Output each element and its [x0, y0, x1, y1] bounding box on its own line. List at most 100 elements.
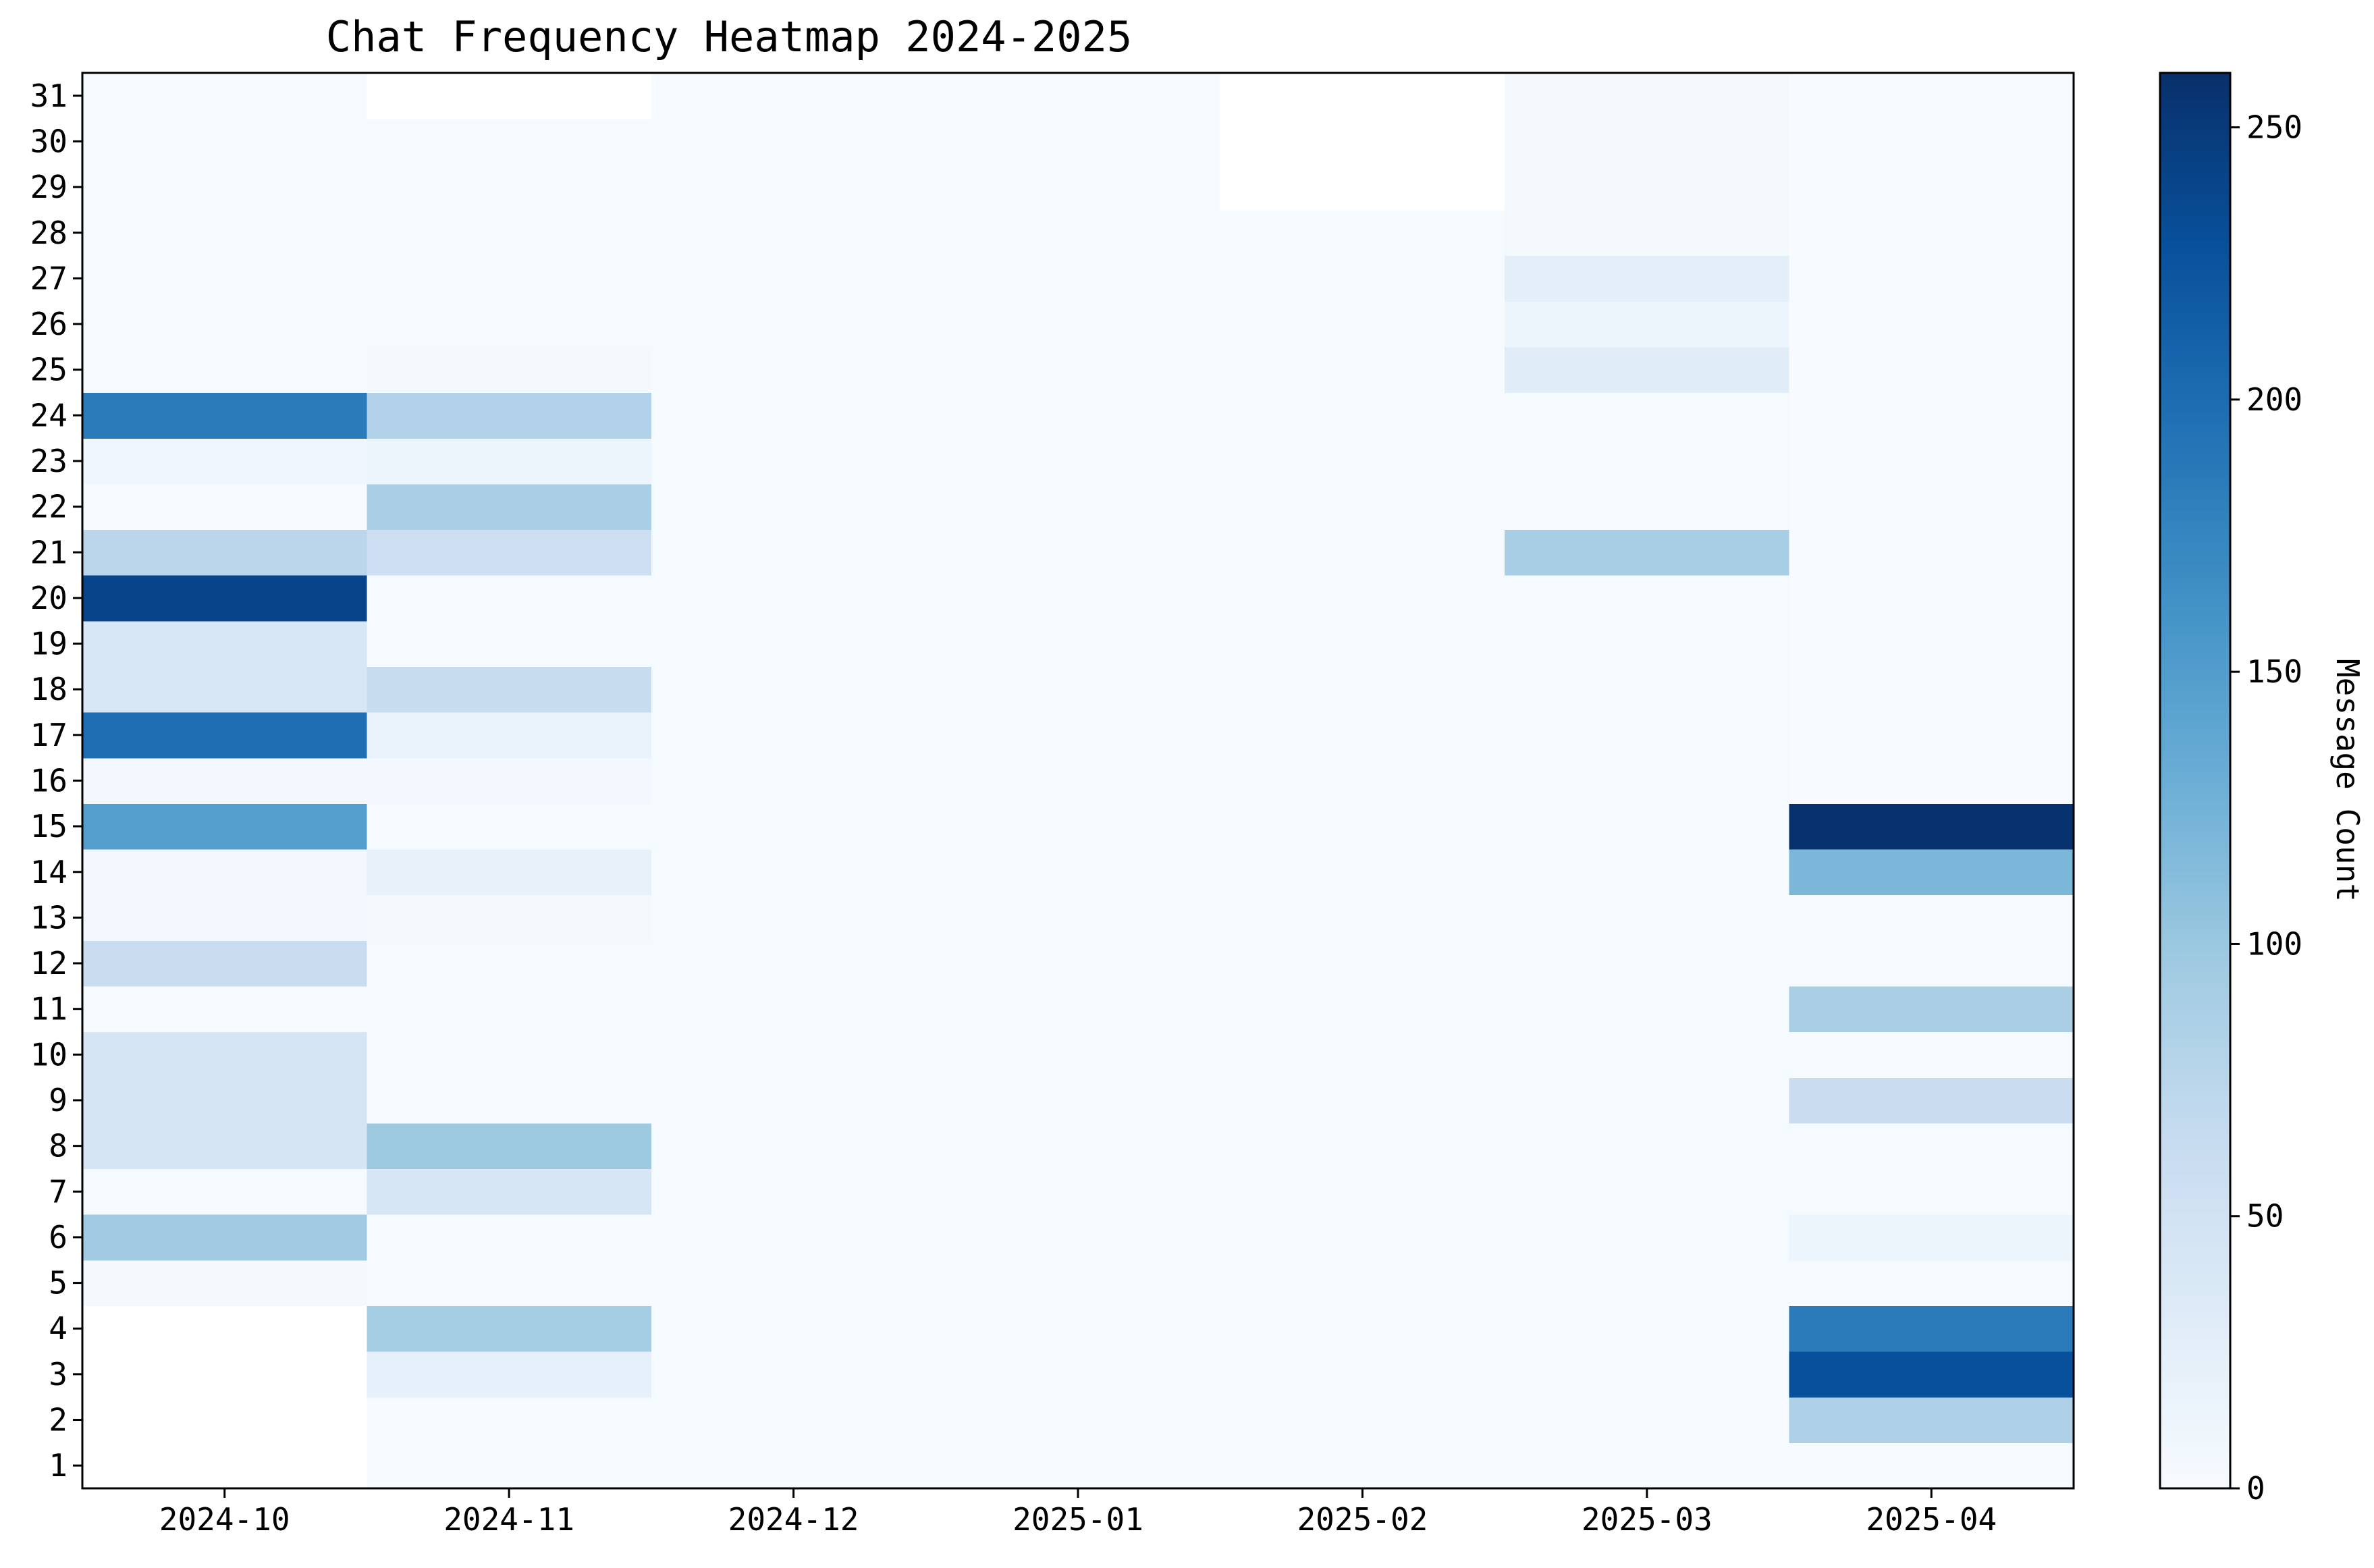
heatmap-cell: [82, 483, 368, 531]
heatmap-cell: [651, 985, 936, 1033]
heatmap-cell: [1505, 118, 1790, 165]
heatmap-cell: [936, 1031, 1221, 1078]
colorbar-tick-label: 0: [2246, 1470, 2265, 1507]
heatmap-cell: [1789, 438, 2074, 485]
colorbar-tick-label: 100: [2246, 925, 2302, 962]
heatmap-cell: [1220, 1397, 1505, 1443]
y-tick-label: 23: [30, 443, 68, 479]
heatmap-cell: [1505, 803, 1790, 850]
heatmap-cell: [651, 255, 936, 302]
y-tick-label: 20: [30, 580, 68, 616]
heatmap-cell: [367, 1351, 652, 1398]
heatmap-cells: [82, 73, 2074, 1489]
heatmap-cell: [367, 255, 652, 302]
heatmap-cell: [82, 392, 368, 439]
heatmap-cell: [367, 1031, 652, 1078]
heatmap-cell: [367, 209, 652, 256]
heatmap-cell: [367, 1442, 652, 1489]
colorbar-tick-label: 50: [2246, 1198, 2284, 1235]
heatmap-cell: [1789, 985, 2074, 1033]
heatmap-cell: [1220, 1351, 1505, 1398]
heatmap-cell: [82, 301, 368, 348]
heatmap-cell: [82, 894, 368, 941]
heatmap-cell: [82, 118, 368, 165]
heatmap-cell: [82, 1260, 368, 1307]
heatmap-cell: [1789, 483, 2074, 531]
colorbar-tick-label: 150: [2246, 653, 2302, 690]
y-tick-label: 27: [30, 260, 68, 296]
x-tick-label: 2024-10: [159, 1501, 290, 1538]
y-tick-label: 8: [49, 1128, 68, 1164]
heatmap-cell: [82, 1031, 368, 1078]
heatmap-cell: [367, 757, 652, 804]
heatmap-cell: [1220, 848, 1505, 896]
heatmap-cell: [367, 985, 652, 1033]
heatmap-cell: [82, 255, 368, 302]
heatmap-cell: [651, 894, 936, 941]
heatmap-cell: [1505, 666, 1790, 713]
colorbar-tick-label: 250: [2246, 109, 2302, 146]
heatmap-cell: [1220, 894, 1505, 941]
heatmap-cell: [1220, 164, 1505, 211]
y-tick-label: 18: [30, 671, 68, 707]
heatmap-cell: [936, 73, 1221, 119]
heatmap-cell: [651, 1214, 936, 1261]
heatmap-cell: [1789, 666, 2074, 713]
heatmap-cell: [1789, 894, 2074, 941]
heatmap-cell: [82, 848, 368, 896]
heatmap-cell: [367, 346, 652, 394]
heatmap-cell: [1220, 1168, 1505, 1215]
heatmap-cell: [1220, 1442, 1505, 1489]
y-tick-label: 16: [30, 763, 68, 799]
heatmap-cell: [1789, 346, 2074, 394]
heatmap-cell: [1505, 1351, 1790, 1398]
heatmap-cell: [1220, 940, 1505, 987]
heatmap-cell: [1220, 1077, 1505, 1124]
heatmap-cell: [1505, 1031, 1790, 1078]
heatmap-cell: [1505, 1442, 1790, 1489]
y-tick-label: 26: [30, 306, 68, 342]
heatmap-cell: [1220, 803, 1505, 850]
heatmap-cell: [367, 438, 652, 485]
heatmap-cell: [1220, 346, 1505, 394]
heatmap-cell: [1220, 757, 1505, 804]
heatmap-cell: [936, 940, 1221, 987]
heatmap-cell: [1505, 1168, 1790, 1215]
heatmap-cell: [1789, 620, 2074, 667]
heatmap-cell: [1505, 1214, 1790, 1261]
heatmap-cell: [367, 1260, 652, 1307]
x-tick-label: 2025-01: [1013, 1501, 1143, 1538]
heatmap-cell: [651, 848, 936, 896]
heatmap-cell: [82, 164, 368, 211]
heatmap-cell: [651, 575, 936, 622]
heatmap-cell: [651, 757, 936, 804]
heatmap-cell: [651, 392, 936, 439]
heatmap-cell: [1789, 118, 2074, 165]
heatmap-cell: [1505, 529, 1790, 576]
heatmap-cell: [1505, 1077, 1790, 1124]
y-tick-label: 6: [49, 1219, 68, 1255]
heatmap-cell: [1220, 392, 1505, 439]
heatmap-cell: [367, 803, 652, 850]
heatmap-cell: [1789, 1031, 2074, 1078]
heatmap-cell: [651, 118, 936, 165]
heatmap-cell: [1505, 392, 1790, 439]
heatmap-cell: [1789, 1077, 2074, 1124]
heatmap-cell: [936, 620, 1221, 667]
heatmap-cell: [1220, 1214, 1505, 1261]
heatmap-cell: [1505, 848, 1790, 896]
heatmap-cell: [1505, 346, 1790, 394]
heatmap-cell: [1220, 985, 1505, 1033]
heatmap-cell: [651, 940, 936, 987]
heatmap-cell: [367, 1397, 652, 1443]
heatmap-cell: [82, 529, 368, 576]
heatmap-cell: [1789, 1351, 2074, 1398]
heatmap-cell: [651, 209, 936, 256]
heatmap-cell: [1220, 1305, 1505, 1352]
heatmap-cell: [651, 346, 936, 394]
heatmap-cell: [1220, 666, 1505, 713]
heatmap-cell: [1220, 301, 1505, 348]
heatmap-cell: [1789, 712, 2074, 759]
heatmap-cell: [367, 73, 652, 119]
